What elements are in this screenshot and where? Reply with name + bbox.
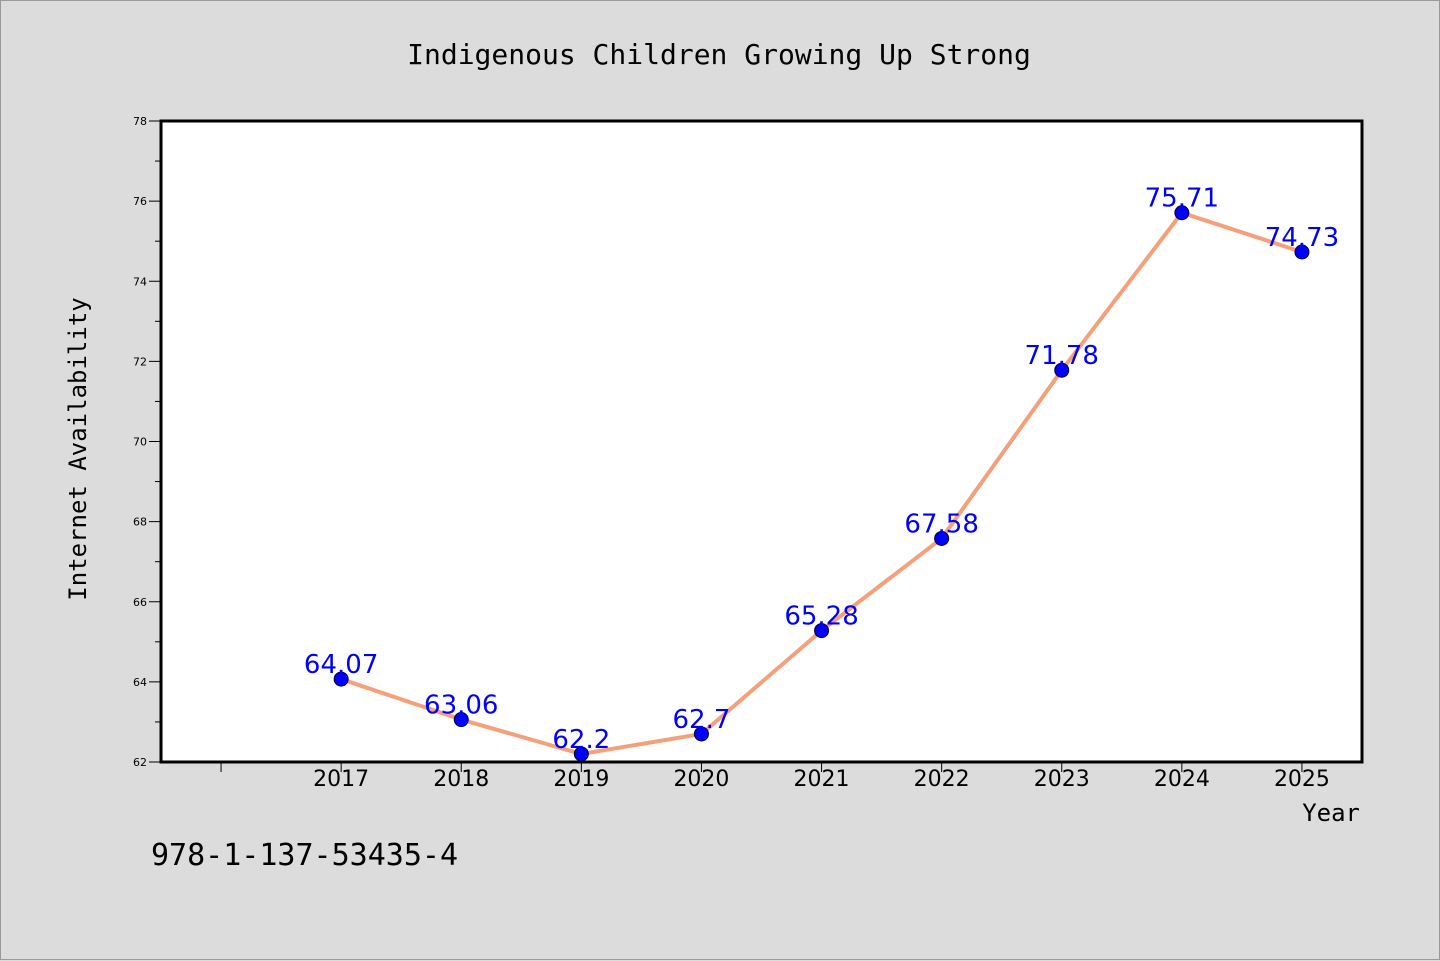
data-label: 65.28: [784, 602, 858, 632]
data-label: 75.71: [1145, 184, 1219, 214]
data-label: 62.7: [673, 705, 731, 735]
x-tick-label: 2017: [313, 767, 369, 792]
data-point: [333, 671, 349, 687]
y-axis: 62 64 66 68 70 72 74 76 78: [133, 115, 161, 769]
x-tick-label: 2019: [553, 767, 609, 792]
series-layer: 64.07 63.06 62.2 62.7 65.28 67.58 71.78 75.71 74…: [304, 184, 1339, 762]
data-point: [453, 712, 469, 728]
y-tick-label: 74: [133, 275, 147, 288]
data-point: [1294, 244, 1310, 260]
y-tick-label: 70: [133, 436, 147, 449]
y-tick-label: 62: [133, 756, 147, 769]
x-tick-label: 2022: [914, 767, 970, 792]
data-label: 62.2: [552, 725, 610, 755]
data-label: 64.07: [304, 650, 378, 680]
y-tick-label: 72: [133, 355, 147, 368]
y-tick-label: 68: [133, 516, 147, 529]
y-tick-label: 64: [133, 676, 147, 689]
y-tick-label: 66: [133, 596, 147, 609]
x-axis: 2017 2018 2019 2020 2021 2022 2023 2024 2025: [220, 762, 1330, 792]
x-tick-label: 2021: [794, 767, 850, 792]
isbn-text: 978-1-137-53435-4: [151, 838, 458, 873]
data-point: [1174, 205, 1190, 221]
data-label: 63.06: [424, 691, 498, 721]
data-point: [573, 746, 589, 762]
x-tick-label: 2023: [1034, 767, 1090, 792]
data-point: [693, 726, 709, 742]
x-tick-label: 2020: [673, 767, 729, 792]
y-tick-label: 78: [133, 115, 147, 128]
x-tick-label: 2018: [433, 767, 489, 792]
data-label: 67.58: [904, 509, 978, 539]
y-tick-label: 76: [133, 195, 147, 208]
x-tick-label: 2025: [1274, 767, 1330, 792]
data-label: 74.73: [1265, 223, 1339, 253]
data-label: 71.78: [1025, 341, 1099, 371]
x-tick-label: 2024: [1154, 767, 1210, 792]
data-point: [934, 530, 950, 546]
data-point: [814, 623, 830, 639]
x-axis-label: Year: [1302, 799, 1360, 827]
data-point: [1054, 362, 1070, 378]
plot-area: [159, 119, 1364, 764]
chart-title: Indigenous Children Growing Up Strong: [407, 38, 1031, 71]
y-axis-label: Internet Availability: [64, 297, 92, 600]
